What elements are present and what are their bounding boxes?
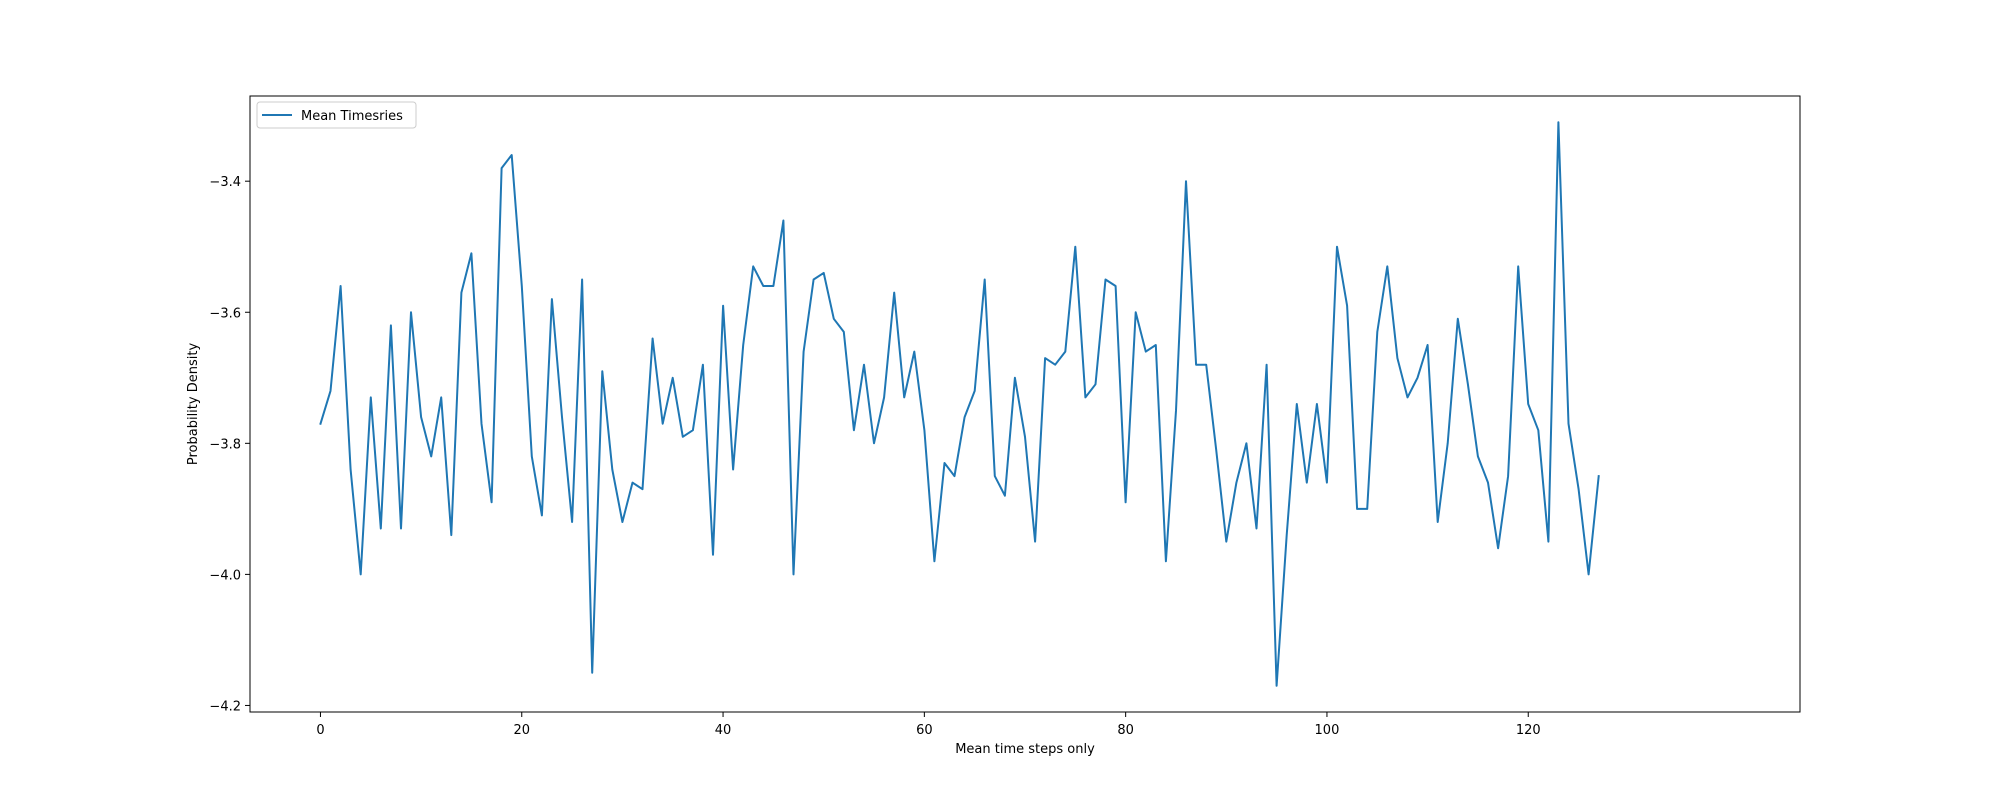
y-tick-label: −3.4 (209, 175, 241, 190)
x-tick-label: 120 (1516, 723, 1541, 738)
legend-box (256, 101, 417, 129)
y-tick-label: −4.2 (209, 699, 241, 714)
y-axis: −4.2 −4.0 −3.8 −3.6 −3.4 (209, 175, 250, 714)
y-axis-label: Probability Density (186, 343, 201, 466)
legend: Mean Timesries (256, 101, 417, 129)
legend-label: Mean Timesries (301, 109, 403, 124)
x-tick-label: 60 (916, 723, 933, 738)
x-axis-label: Mean time steps only (955, 742, 1095, 757)
series-layer (319, 121, 1600, 687)
x-tick-label: 80 (1117, 723, 1134, 738)
plot-area (250, 96, 1800, 712)
x-tick-label: 20 (513, 723, 530, 738)
x-axis: 0 20 40 60 80 100 120 (316, 712, 1541, 738)
x-tick-label: 0 (316, 723, 324, 738)
y-tick-label: −4.0 (209, 568, 241, 583)
y-tick-label: −3.8 (209, 437, 241, 452)
series-line (319, 121, 1600, 687)
x-tick-label: 40 (715, 723, 732, 738)
plot-frame (249, 95, 1801, 713)
y-tick-label: −3.6 (209, 306, 241, 321)
x-tick-label: 100 (1315, 723, 1340, 738)
